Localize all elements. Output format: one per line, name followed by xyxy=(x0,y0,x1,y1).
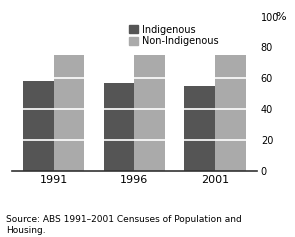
Bar xyxy=(215,55,245,171)
Bar xyxy=(134,55,165,171)
Bar xyxy=(184,86,215,171)
Bar xyxy=(54,55,84,171)
Bar xyxy=(104,83,134,171)
Text: Source: ABS 1991–2001 Censuses of Population and
Housing.: Source: ABS 1991–2001 Censuses of Popula… xyxy=(6,215,242,235)
Bar xyxy=(23,81,54,171)
Legend: Indigenous, Non-Indigenous: Indigenous, Non-Indigenous xyxy=(129,25,219,46)
Y-axis label: %: % xyxy=(276,12,286,22)
